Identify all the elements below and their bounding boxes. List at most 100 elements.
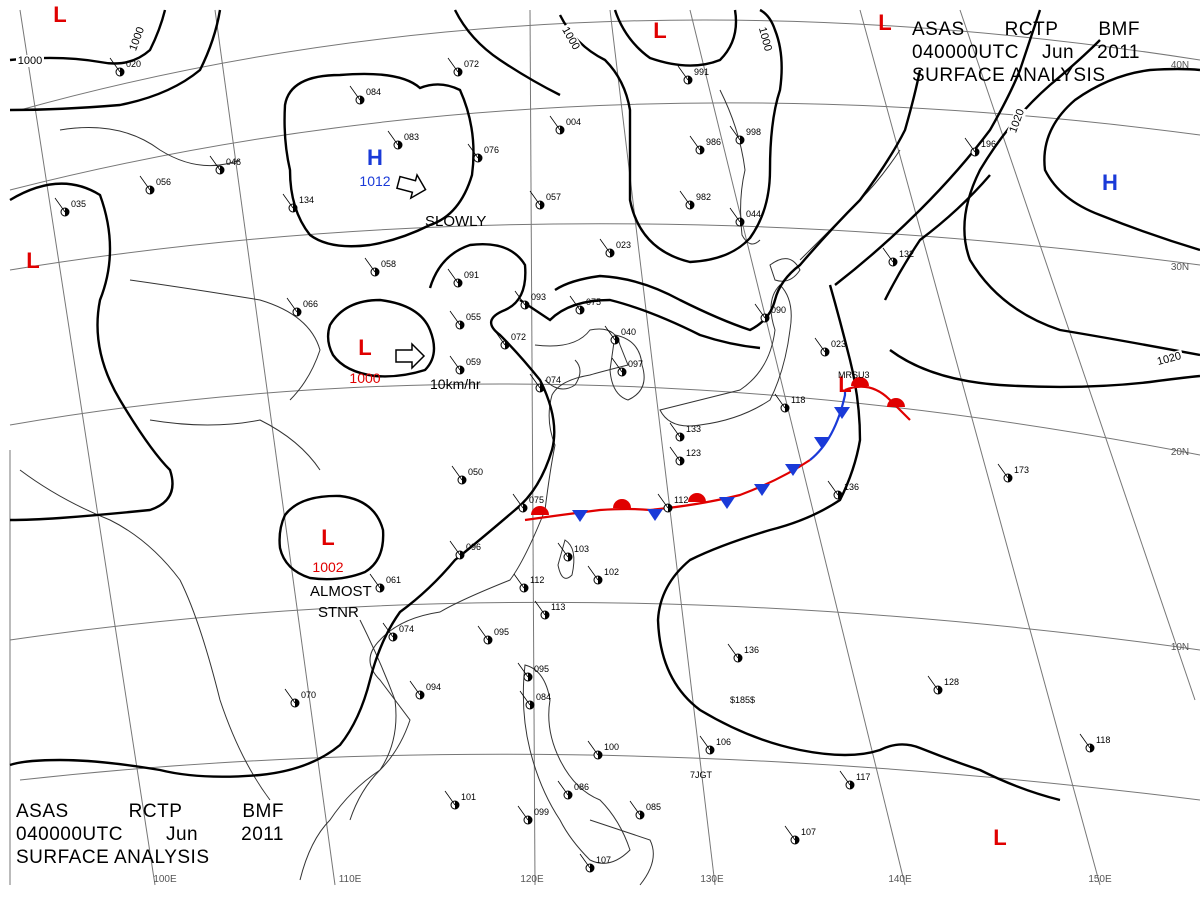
warm-front-semicircle <box>613 499 631 508</box>
longitude-label: 140E <box>888 874 912 885</box>
station-cloud-fill <box>560 126 564 134</box>
station-wind-barb <box>447 57 459 73</box>
station-cloud-fill <box>785 404 789 412</box>
isobar-label-bg <box>558 23 583 54</box>
station-wind-barb <box>529 190 541 206</box>
title-time-3: 2011 <box>241 824 284 845</box>
warm-front-semicircle <box>688 493 706 502</box>
station-wind-barb <box>604 325 616 341</box>
station-cloud-fill <box>545 611 549 619</box>
coast-inland-2 <box>129 279 321 401</box>
warm-front-semicircle <box>531 506 549 515</box>
coast-hokkaido <box>769 258 801 282</box>
low-pressure-symbol: L <box>321 525 334 550</box>
station-pressure-value: 072 <box>511 332 526 342</box>
movement-text-high: SLOWLY <box>425 213 486 230</box>
isobar-north-1000-b <box>613 9 738 67</box>
map-annotation: MRSU3 <box>838 370 870 380</box>
station-pressure-value: 998 <box>746 127 761 137</box>
station-wind-barb <box>369 573 381 589</box>
station-wind-barb <box>754 303 766 319</box>
isobar-japan-2 <box>519 298 761 350</box>
cold-front-triangle <box>647 509 663 521</box>
station-pressure-value: 982 <box>696 192 711 202</box>
meridian-100e <box>19 9 156 886</box>
station-wind-barb <box>139 175 151 191</box>
meridian-140e <box>689 9 906 886</box>
station-pressure-value: 136 <box>844 482 859 492</box>
coast-mindanao <box>589 819 654 886</box>
station-wind-barb <box>784 825 796 841</box>
high-pressure-symbol: H <box>367 145 383 170</box>
station-wind-barb <box>349 85 361 101</box>
isobar-label: 1000 <box>18 55 42 67</box>
station-wind-barb <box>534 600 546 616</box>
station-wind-barb <box>964 137 976 153</box>
low-pressure-symbol: L <box>653 18 666 43</box>
title-time-2: Jun <box>1041 42 1075 63</box>
station-wind-barb <box>689 135 701 151</box>
station-cloud-fill <box>668 504 672 512</box>
station-cloud-fill <box>690 201 694 209</box>
station-pressure-value: 112 <box>530 575 544 585</box>
station-cloud-fill <box>462 476 466 484</box>
station-pressure-value: 117 <box>856 772 870 782</box>
station-pressure-value: 057 <box>546 192 561 202</box>
low-pressure-symbol: L <box>358 335 371 360</box>
station-cloud-fill <box>598 576 602 584</box>
pressure-center-value: 1002 <box>312 559 343 575</box>
station-pressure-value: 991 <box>694 67 709 77</box>
station-pressure-value: 123 <box>686 448 701 458</box>
station-pressure-value: 099 <box>534 807 549 817</box>
station-pressure-value: 196 <box>981 139 996 149</box>
title-product-2: RCTP <box>1004 19 1059 40</box>
station-pressure-value: 072 <box>464 59 479 69</box>
station-wind-barb <box>677 65 689 81</box>
station-cloud-fill <box>528 816 532 824</box>
station-wind-barb <box>882 247 894 263</box>
station-pressure-value: 020 <box>126 59 141 69</box>
station-cloud-fill <box>488 636 492 644</box>
station-pressure-value: 050 <box>468 467 483 477</box>
station-pressure-value: 046 <box>226 157 241 167</box>
station-pressure-value: 094 <box>426 682 441 692</box>
isobar-label-bg <box>1154 349 1185 369</box>
low-pressure-symbol: L <box>993 825 1006 850</box>
parallel-10n <box>9 601 1200 651</box>
station-cloud-fill <box>710 746 714 754</box>
parallel-35n <box>9 102 1200 191</box>
station-cloud-fill <box>540 384 544 392</box>
cold-front-triangle <box>719 497 735 509</box>
station-cloud-fill <box>540 201 544 209</box>
title-time-3: 2011 <box>1097 42 1140 63</box>
station-wind-barb <box>447 268 459 284</box>
warm-front-semicircle <box>851 377 869 386</box>
isobar-front-south <box>656 284 1061 802</box>
coast-vietnam <box>299 619 397 881</box>
isobar-east-1020 <box>963 39 1200 357</box>
station-pressure-value: 084 <box>366 87 381 97</box>
station-cloud-fill <box>530 701 534 709</box>
station-wind-barb <box>282 193 294 209</box>
isobar-label-bg <box>126 23 148 55</box>
stationary-front <box>524 377 911 522</box>
station-wind-barb <box>729 207 741 223</box>
station-cloud-fill <box>65 208 69 216</box>
station-cloud-fill <box>850 781 854 789</box>
station-cloud-fill <box>688 76 692 84</box>
station-pressure-value: 096 <box>466 542 481 552</box>
station-wind-barb <box>587 740 599 756</box>
station-wind-barb <box>109 57 121 73</box>
station-cloud-fill <box>568 553 572 561</box>
station-wind-barb <box>477 625 489 641</box>
station-pressure-value: 128 <box>944 677 959 687</box>
movement-arrow-high <box>396 172 427 200</box>
movement-text-low: 10km/hr <box>430 376 481 392</box>
station-wind-barb <box>587 565 599 581</box>
station-pressure-value: 074 <box>546 375 561 385</box>
station-wind-barb <box>449 310 461 326</box>
cold-front-triangle <box>814 437 830 449</box>
station-cloud-fill <box>505 341 509 349</box>
station-pressure-value: 118 <box>791 395 805 405</box>
